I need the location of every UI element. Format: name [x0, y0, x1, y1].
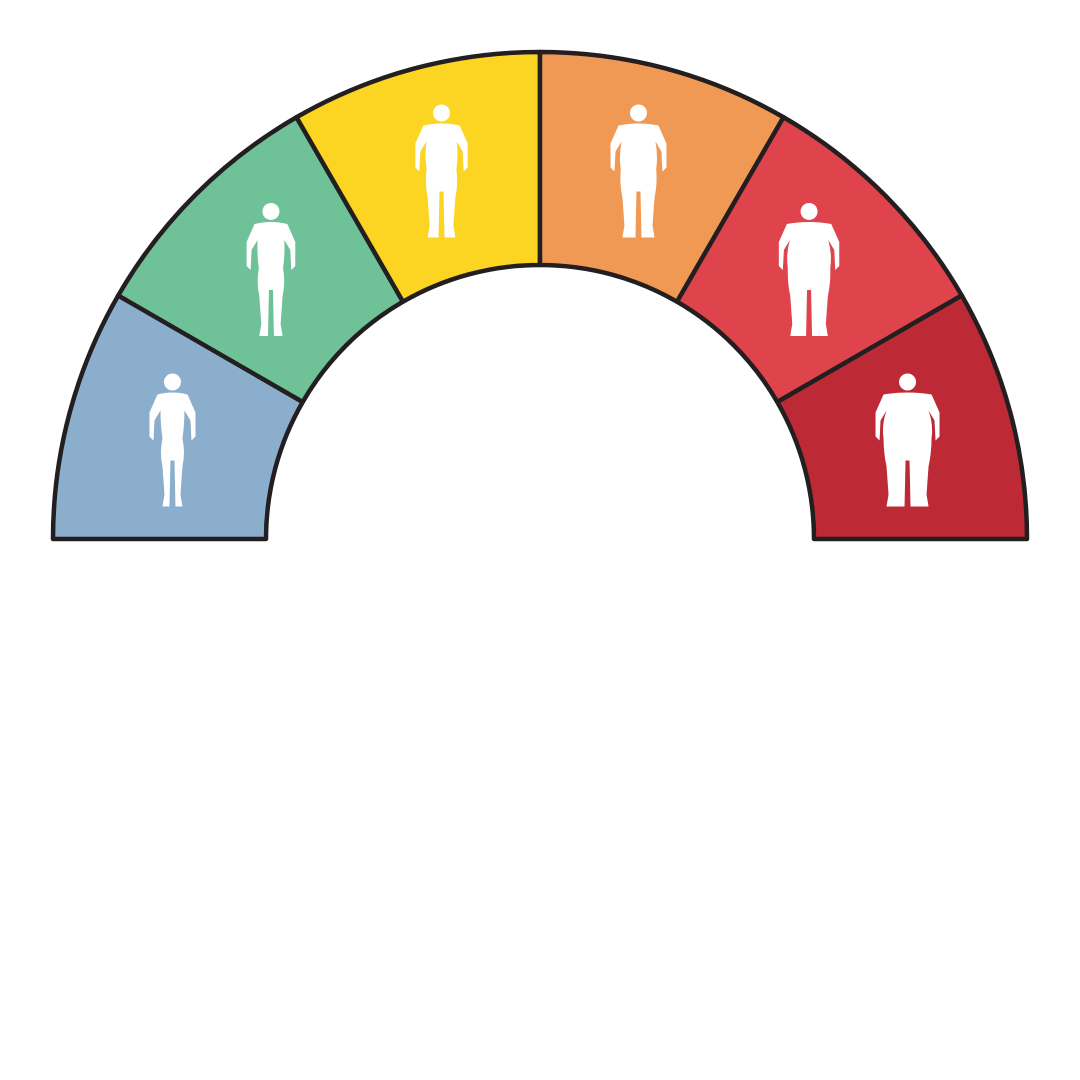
figure-head — [629, 104, 647, 122]
figure-body — [875, 392, 940, 507]
figure-body — [415, 123, 468, 238]
figure-body — [246, 221, 296, 336]
gauge-segment-obese-1 — [537, 49, 786, 304]
figure-head — [899, 373, 917, 391]
slim-body-figure-icon — [246, 202, 296, 336]
figure-head — [163, 373, 181, 391]
gauge-segment-obese-3 — [775, 293, 1030, 542]
figure-body — [610, 123, 667, 238]
figure-head — [800, 202, 818, 220]
figure-body — [149, 392, 196, 507]
figure-head — [262, 202, 280, 220]
thin-body-figure-icon — [149, 373, 196, 507]
heavy-body-figure-icon — [778, 202, 840, 336]
gauge-segment-obese-2 — [674, 114, 965, 405]
average-body-figure-icon — [415, 104, 468, 238]
stocky-body-figure-icon — [610, 104, 667, 238]
figure-head — [433, 104, 451, 122]
obese-body-figure-icon — [875, 373, 940, 507]
figure-body — [778, 221, 840, 336]
